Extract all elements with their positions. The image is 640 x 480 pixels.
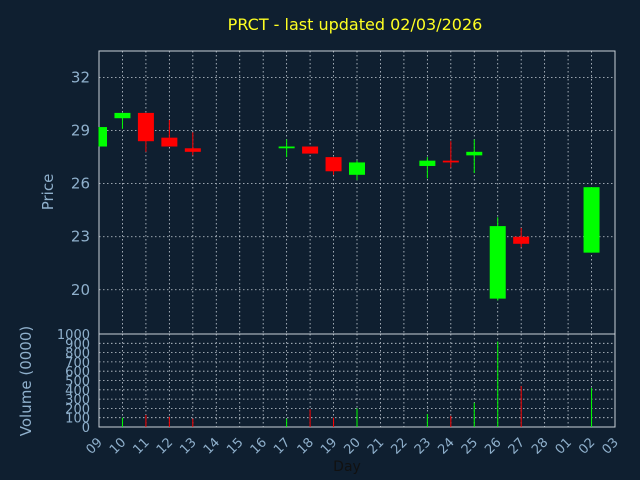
candle-19 bbox=[325, 157, 342, 175]
x-tick-label: 17 bbox=[271, 435, 293, 457]
x-tick-label: 21 bbox=[365, 435, 387, 457]
x-tick-label: 24 bbox=[435, 435, 457, 457]
candle-body bbox=[325, 157, 342, 172]
x-tick-label: 03 bbox=[600, 435, 622, 457]
candle-body bbox=[184, 148, 201, 152]
candle-body bbox=[99, 127, 107, 147]
x-tick-label: 25 bbox=[459, 435, 481, 457]
volume-y-tick-label: 100 bbox=[65, 412, 90, 427]
candle-body bbox=[349, 162, 365, 175]
x-tick-label: 01 bbox=[553, 435, 575, 457]
x-tick-label: 28 bbox=[529, 435, 551, 457]
candle-body bbox=[419, 160, 436, 166]
x-tick-label: 22 bbox=[388, 435, 410, 457]
candle-body bbox=[442, 160, 459, 163]
x-tick-label: 11 bbox=[130, 435, 152, 457]
candle-body bbox=[137, 112, 154, 142]
x-tick-label: 19 bbox=[318, 435, 340, 457]
x-tick-label: 14 bbox=[201, 435, 223, 457]
candle-body bbox=[583, 187, 600, 253]
candle-11 bbox=[137, 112, 154, 152]
volume-y-tick-label: 500 bbox=[65, 375, 90, 390]
candle-body bbox=[513, 236, 530, 244]
price-axis-label: Price bbox=[39, 174, 57, 211]
candle-body bbox=[161, 137, 178, 147]
price-y-tick-label: 26 bbox=[71, 175, 90, 193]
candle-17 bbox=[278, 139, 295, 158]
candle-10 bbox=[114, 112, 131, 129]
volume-y-tick-label: 700 bbox=[65, 356, 90, 371]
price-panel: 32 29 26 23 20 Price bbox=[39, 50, 616, 335]
candle-body bbox=[114, 112, 131, 119]
price-y-tick-labels: 32 29 26 23 20 bbox=[71, 69, 90, 299]
candle-18 bbox=[302, 146, 319, 154]
volume-bars bbox=[121, 341, 593, 427]
candle-body bbox=[302, 146, 319, 154]
x-tick-label: 15 bbox=[224, 435, 246, 457]
candle-23 bbox=[419, 157, 436, 179]
volume-y-tick-label: 900 bbox=[65, 337, 90, 352]
volume-y-tick-label: 800 bbox=[65, 347, 90, 362]
x-tick-label: 23 bbox=[412, 435, 434, 457]
candle-body bbox=[466, 151, 483, 156]
candle-27 bbox=[513, 227, 530, 248]
candle-25 bbox=[466, 139, 483, 174]
x-tick-labels: 09 10 11 12 13 14 15 16 17 18 19 20 21 22 23 24 25 26 27 28… bbox=[84, 435, 622, 457]
candle-body bbox=[489, 226, 506, 299]
x-tick-label: 26 bbox=[482, 435, 504, 457]
candle-09 bbox=[98, 127, 107, 147]
volume-y-tick-label: 1000 bbox=[57, 328, 90, 343]
candles bbox=[98, 112, 600, 301]
x-tick-label: 18 bbox=[295, 435, 317, 457]
x-tick-label: 16 bbox=[248, 435, 270, 457]
volume-y-tick-label: 200 bbox=[65, 402, 90, 417]
volume-y-tick-label: 0 bbox=[82, 421, 90, 436]
candle-20 bbox=[349, 160, 365, 181]
candle-24 bbox=[442, 141, 459, 168]
candle-13 bbox=[184, 132, 201, 156]
volume-axis-label: Volume (0000) bbox=[17, 326, 35, 436]
volume-y-tick-label: 400 bbox=[65, 384, 90, 399]
x-tick-label: 12 bbox=[154, 435, 176, 457]
x-tick-label: 27 bbox=[506, 435, 528, 457]
chart-title: PRCT - last updated 02/03/2026 bbox=[228, 15, 483, 34]
price-y-tick-label: 32 bbox=[71, 69, 90, 87]
price-y-tick-label: 20 bbox=[71, 281, 90, 299]
candle-body bbox=[278, 146, 295, 149]
candle-12 bbox=[161, 119, 178, 147]
x-tick-label: 20 bbox=[342, 435, 364, 457]
x-tick-label: 13 bbox=[177, 435, 199, 457]
x-tick-label: 02 bbox=[576, 435, 598, 457]
candle-02 bbox=[583, 187, 600, 253]
price-y-tick-label: 23 bbox=[71, 228, 90, 246]
x-axis-label: Day bbox=[333, 459, 361, 475]
price-y-tick-label: 29 bbox=[71, 122, 90, 140]
candle-26 bbox=[489, 217, 506, 301]
volume-y-tick-label: 300 bbox=[65, 393, 90, 408]
price-grid bbox=[99, 51, 615, 334]
x-tick-label: 10 bbox=[107, 435, 129, 457]
x-tick-label: 09 bbox=[84, 435, 106, 457]
volume-y-tick-label: 600 bbox=[65, 365, 90, 380]
